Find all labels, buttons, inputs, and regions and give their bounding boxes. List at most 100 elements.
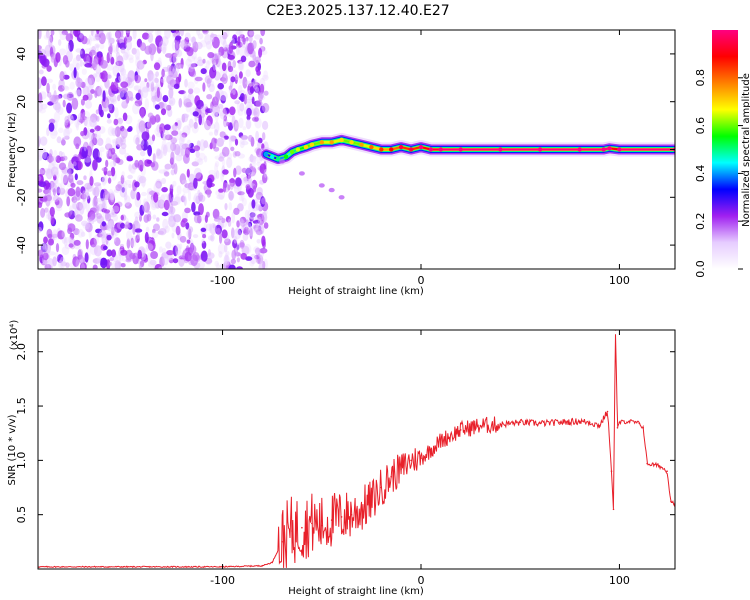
noise-speckle xyxy=(128,57,134,64)
noise-speckle xyxy=(94,129,98,135)
noise-speckle xyxy=(222,169,229,175)
noise-speckle xyxy=(65,127,73,134)
noise-speckle xyxy=(153,62,161,71)
noise-speckle xyxy=(100,176,105,183)
noise-speckle xyxy=(123,51,129,61)
noise-speckle xyxy=(158,150,164,159)
branch-point xyxy=(318,183,325,188)
noise-speckle xyxy=(38,135,42,146)
noise-speckle xyxy=(84,116,93,128)
snr-point xyxy=(420,457,422,460)
noise-speckle xyxy=(134,181,140,188)
noise-speckle xyxy=(121,187,125,193)
noise-speckle xyxy=(160,194,169,200)
noise-speckle xyxy=(237,61,245,72)
noise-speckle xyxy=(38,136,41,148)
noise-speckle xyxy=(223,47,228,52)
noise-speckle xyxy=(56,136,62,144)
noise-speckle xyxy=(95,197,104,203)
noise-speckle xyxy=(169,55,173,63)
noise-speckle xyxy=(147,32,154,44)
noise-speckle xyxy=(76,87,82,97)
noise-speckle xyxy=(186,139,192,148)
noise-speckle xyxy=(149,259,157,266)
noise-speckle xyxy=(250,211,258,222)
snr-point xyxy=(616,427,619,429)
noise-speckle xyxy=(40,103,48,110)
noise-speckle xyxy=(68,210,76,220)
noise-speckle xyxy=(193,87,201,94)
noise-speckle xyxy=(130,239,136,248)
noise-speckle xyxy=(96,213,102,219)
ridge-point xyxy=(379,147,384,152)
noise-speckle xyxy=(46,82,50,94)
noise-speckle xyxy=(121,171,125,178)
noise-speckle xyxy=(89,128,95,133)
noise-speckle xyxy=(230,258,236,265)
noise-speckle xyxy=(184,32,191,40)
noise-speckle xyxy=(205,223,212,231)
noise-speckle xyxy=(100,60,108,69)
noise-speckle xyxy=(195,41,203,50)
y-tick-label: 2.0 xyxy=(15,343,28,361)
noise-speckle xyxy=(56,254,64,264)
noise-speckle xyxy=(81,146,88,159)
snr-point xyxy=(370,500,373,503)
noise-speckle xyxy=(94,43,100,48)
noise-speckle xyxy=(68,39,74,52)
noise-speckle xyxy=(256,161,262,167)
noise-speckle xyxy=(227,218,232,227)
noise-speckle xyxy=(249,154,254,163)
noise-speckle xyxy=(249,253,257,265)
noise-speckle xyxy=(263,70,268,79)
noise-speckle xyxy=(120,63,125,76)
snr-point xyxy=(430,448,432,451)
noise-speckle xyxy=(115,43,119,53)
noise-speckle xyxy=(85,201,90,213)
snr-point xyxy=(350,513,353,516)
noise-speckle xyxy=(167,84,173,90)
noise-speckle xyxy=(239,34,245,39)
noise-speckle xyxy=(102,90,106,102)
noise-speckle xyxy=(239,218,244,225)
noise-speckle xyxy=(152,214,157,220)
snr-point xyxy=(670,500,672,503)
noise-speckle xyxy=(53,149,58,161)
noise-speckle xyxy=(111,128,118,137)
noise-speckle xyxy=(157,199,166,209)
noise-speckle xyxy=(172,245,179,257)
noise-speckle xyxy=(170,151,175,163)
noise-speckle xyxy=(43,236,48,244)
snr-ticks: -100 0 100 0.5 1.0 1.5 2.0 xyxy=(15,330,675,587)
noise-speckle xyxy=(245,69,251,77)
noise-speckle xyxy=(79,59,83,67)
noise-speckle xyxy=(65,43,71,54)
noise-speckle xyxy=(38,44,42,51)
noise-speckle xyxy=(193,145,201,152)
noise-speckle xyxy=(48,238,54,246)
noise-speckle xyxy=(232,89,236,96)
noise-speckle xyxy=(181,132,188,138)
noise-speckle xyxy=(48,118,56,124)
x-tick-label: -100 xyxy=(210,574,235,587)
noise-speckle xyxy=(57,106,64,116)
noise-speckle xyxy=(93,119,98,128)
noise-speckle xyxy=(111,192,115,201)
noise-speckle xyxy=(247,30,255,38)
noise-speckle xyxy=(74,173,78,181)
snr-point xyxy=(440,440,442,442)
noise-speckle xyxy=(237,101,240,114)
noise-speckle xyxy=(95,64,101,75)
noise-speckle xyxy=(248,226,254,237)
noise-speckle xyxy=(82,85,90,97)
noise-speckle-layer xyxy=(38,30,270,269)
noise-speckle xyxy=(93,245,102,257)
noise-speckle xyxy=(48,251,56,256)
noise-speckle xyxy=(97,137,104,146)
noise-speckle xyxy=(261,102,270,113)
noise-speckle xyxy=(110,84,117,91)
noise-speckle xyxy=(64,135,70,140)
noise-speckle xyxy=(245,36,249,42)
noise-speckle xyxy=(175,243,181,256)
noise-speckle xyxy=(223,244,228,253)
